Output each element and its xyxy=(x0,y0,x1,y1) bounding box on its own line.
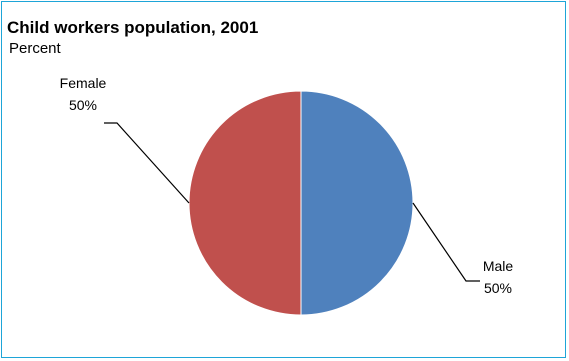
leader-line-male xyxy=(412,202,480,282)
slice-name-female: Female xyxy=(60,75,107,91)
chart-title: Child workers population, 2001 xyxy=(7,18,259,37)
chart-subtitle: Percent xyxy=(9,40,61,57)
leader-line-female xyxy=(104,122,190,204)
slice-value-male: 50% xyxy=(484,280,512,296)
pie-slice-female xyxy=(188,90,302,316)
slice-name-male: Male xyxy=(483,258,514,274)
slice-value-female: 50% xyxy=(69,97,97,113)
pie-slice-male xyxy=(300,90,414,316)
